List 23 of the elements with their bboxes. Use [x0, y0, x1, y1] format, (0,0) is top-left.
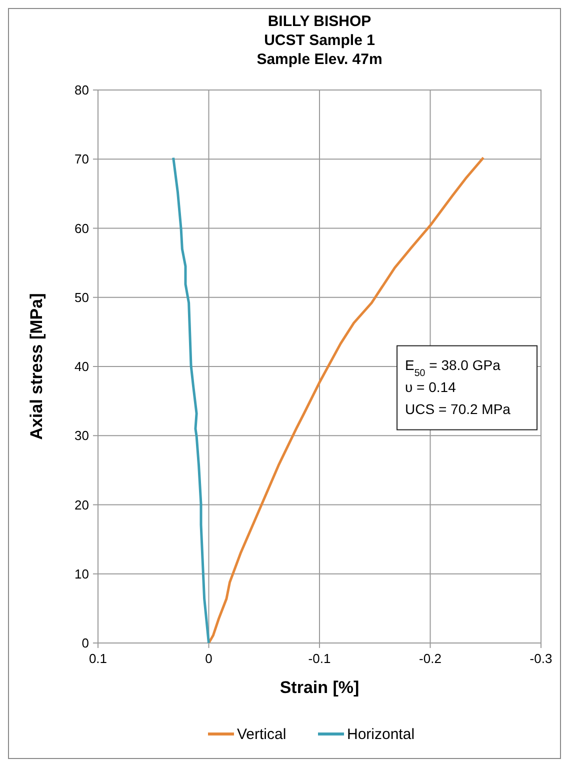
- x-tick-label: 0.1: [88, 651, 108, 666]
- legend-label: Vertical: [237, 726, 286, 743]
- y-tick-label: 80: [74, 82, 89, 98]
- annotation: UCS = 70.2 MPa: [405, 400, 511, 417]
- x-tick-label: 0: [205, 651, 212, 666]
- y-tick-label: 20: [74, 497, 89, 512]
- x-tick-label: -0.3: [530, 651, 552, 666]
- annotation: E$_{50}$ = 38.0 GPa: [405, 356, 501, 378]
- y-tick-label: 70: [74, 152, 89, 167]
- y-axis-title: Axial stress [MPa]: [27, 293, 46, 440]
- y-tick-label: 60: [74, 220, 89, 236]
- chart-title: BILLY BISHOP UCST Sample 1 Sample Elev. 47m: [256, 13, 382, 68]
- y-tick-label: 30: [74, 428, 89, 444]
- x-axis-title: Strain [%]: [280, 678, 360, 697]
- legend-label: Horizontal: [347, 726, 415, 743]
- x-tick-label: -0.2: [419, 651, 442, 666]
- y-tick-label: 50: [74, 290, 89, 305]
- y-tick-label: 40: [74, 359, 89, 374]
- y-tick-label: 10: [74, 566, 89, 582]
- line-series: [172, 156, 210, 644]
- annotation: υ = 0.14: [405, 378, 456, 395]
- y-tick-label: 0: [82, 636, 89, 650]
- x-tick-label: -0.1: [308, 651, 331, 666]
